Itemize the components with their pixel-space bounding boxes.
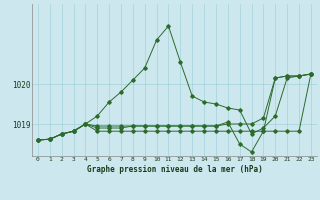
X-axis label: Graphe pression niveau de la mer (hPa): Graphe pression niveau de la mer (hPa) — [86, 165, 262, 174]
